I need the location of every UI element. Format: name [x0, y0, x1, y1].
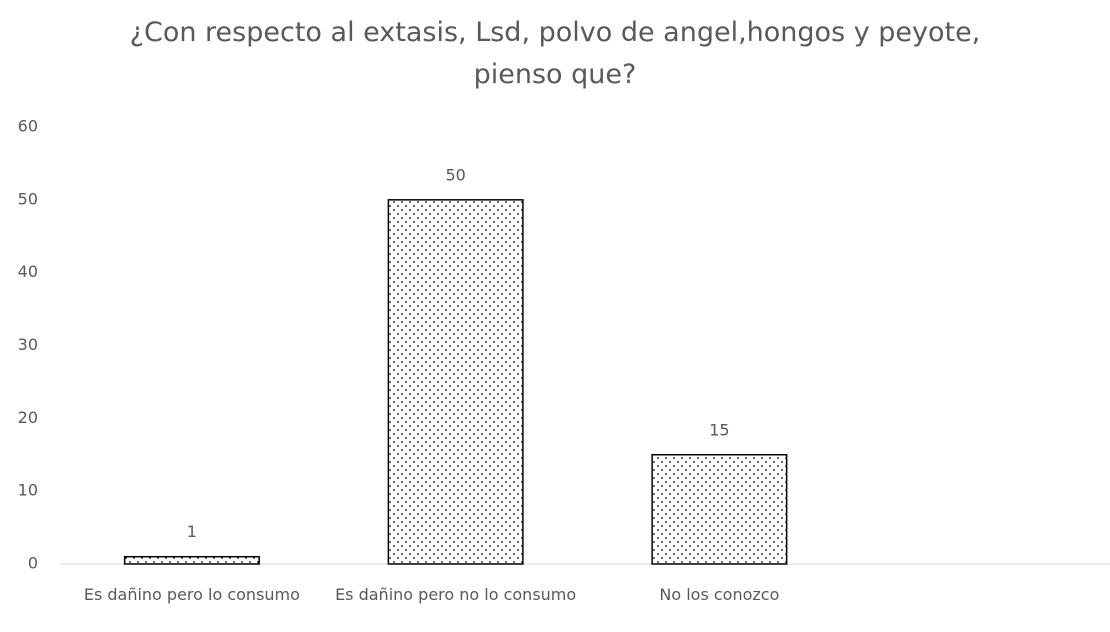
x-tick-label: Es dañino pero lo consumo	[83, 585, 300, 604]
bar	[651, 454, 788, 565]
y-tick-label: 30	[18, 335, 38, 354]
y-tick-label: 20	[18, 408, 38, 427]
data-label: 50	[445, 165, 465, 184]
y-tick-label: 60	[18, 117, 38, 136]
y-tick-label: 0	[28, 554, 38, 573]
y-tick-label: 40	[18, 262, 38, 281]
y-tick-label: 10	[18, 481, 38, 500]
data-label: 1	[187, 522, 197, 541]
chart-title: ¿Con respecto al extasis, Lsd, polvo de …	[129, 17, 981, 90]
bar	[387, 199, 524, 565]
x-tick-label: No los conozco	[659, 585, 780, 604]
x-tick-label: Es dañino pero no lo consumo	[335, 585, 577, 604]
y-tick-label: 50	[18, 189, 38, 208]
bar	[123, 555, 260, 565]
data-label: 15	[709, 420, 729, 439]
